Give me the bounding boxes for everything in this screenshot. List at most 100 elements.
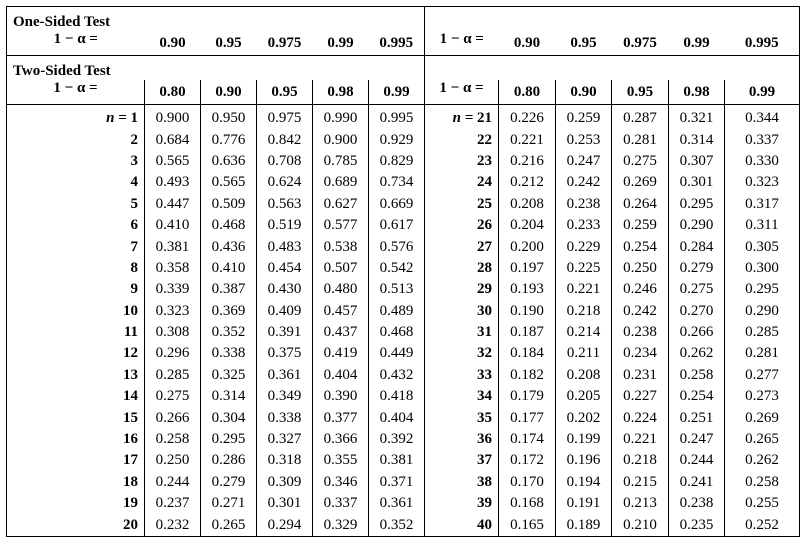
critical-value-cell: 0.252 bbox=[724, 514, 800, 537]
sample-size-value: 35 bbox=[477, 409, 492, 426]
sample-size-cell: 15 bbox=[7, 407, 145, 428]
critical-value-cell: 0.237 bbox=[144, 493, 201, 515]
table-row: 11 0.308 0.352 0.391 0.437 0.468 31 0.187 0.214 0… bbox=[7, 321, 800, 344]
critical-value-cell: 0.468 bbox=[200, 214, 257, 237]
critical-value-cell: 0.200 bbox=[498, 236, 556, 258]
critical-value-cell: 0.950 bbox=[200, 104, 257, 130]
critical-value-cell: 0.311 bbox=[724, 214, 800, 237]
sample-size-value: 27 bbox=[477, 238, 492, 255]
critical-value-cell: 0.301 bbox=[668, 172, 725, 194]
critical-value-cell: 0.215 bbox=[611, 471, 669, 494]
sample-size-cell: 3 bbox=[7, 151, 145, 172]
sample-size-cell: 10 bbox=[7, 301, 145, 322]
critical-value-cell: 0.513 bbox=[368, 279, 425, 301]
one-sided-level-left: 0.995 bbox=[379, 34, 414, 51]
critical-value-cell: 0.366 bbox=[312, 428, 369, 451]
critical-value-cell: 0.483 bbox=[256, 236, 313, 258]
critical-value-cell: 0.165 bbox=[498, 514, 556, 537]
critical-value-cell: 0.304 bbox=[200, 407, 257, 429]
critical-value-cell: 0.232 bbox=[144, 514, 201, 537]
n-prefix: n = bbox=[452, 110, 477, 127]
critical-value-cell: 0.305 bbox=[724, 236, 800, 258]
critical-value-cell: 0.264 bbox=[611, 193, 669, 215]
critical-value-cell: 0.300 bbox=[724, 257, 800, 280]
n-prefix: n = bbox=[106, 110, 131, 127]
table-row: 7 0.381 0.436 0.483 0.538 0.576 27 0.200 0.229 0.… bbox=[7, 236, 800, 258]
sample-size-cell: 40 bbox=[424, 514, 499, 537]
critical-value-cell: 0.281 bbox=[724, 343, 800, 365]
sample-size-value: 13 bbox=[123, 366, 138, 383]
critical-value-cell: 0.266 bbox=[144, 407, 201, 429]
critical-value-cell: 0.238 bbox=[668, 493, 725, 515]
sample-size-value: 20 bbox=[123, 516, 138, 533]
critical-value-cell: 0.294 bbox=[256, 514, 313, 537]
critical-value-cell: 0.235 bbox=[668, 514, 725, 537]
sample-size-cell: 7 bbox=[7, 236, 145, 257]
critical-value-cell: 0.270 bbox=[668, 300, 725, 322]
critical-value-cell: 0.271 bbox=[200, 493, 257, 515]
critical-value-cell: 0.577 bbox=[312, 214, 369, 237]
critical-value-cell: 0.317 bbox=[724, 193, 800, 215]
one-sided-level-right: 0.90 bbox=[513, 34, 541, 51]
critical-value-cell: 0.285 bbox=[724, 321, 800, 344]
table-row: 2 0.684 0.776 0.842 0.900 0.929 22 0.221 0.253 0.… bbox=[7, 129, 800, 151]
critical-value-cell: 0.308 bbox=[144, 321, 201, 344]
two-sided-level-left: 0.95 bbox=[256, 80, 313, 105]
sample-size-value: 28 bbox=[477, 259, 492, 276]
one-sided-label: One-Sided Test bbox=[13, 14, 111, 30]
critical-value-cell: 0.255 bbox=[724, 493, 800, 515]
critical-value-cell: 0.205 bbox=[555, 386, 612, 408]
critical-value-cell: 0.565 bbox=[144, 150, 201, 173]
one-sided-level-right: 0.95 bbox=[570, 34, 597, 51]
critical-value-cell: 0.314 bbox=[668, 129, 725, 151]
critical-value-cell: 0.170 bbox=[498, 471, 556, 494]
critical-value-cell: 0.346 bbox=[312, 471, 369, 494]
critical-value-cell: 0.734 bbox=[368, 172, 425, 194]
critical-value-cell: 0.259 bbox=[555, 104, 612, 130]
critical-value-cell: 0.369 bbox=[200, 300, 257, 322]
sample-size-value: 10 bbox=[123, 302, 138, 319]
critical-value-cell: 0.576 bbox=[368, 236, 425, 258]
sample-size-cell: 37 bbox=[424, 450, 499, 472]
sample-size-value: 23 bbox=[477, 152, 492, 169]
sample-size-cell: 23 bbox=[424, 150, 499, 173]
sample-size-cell: 38 bbox=[424, 471, 499, 494]
critical-value-cell: 0.253 bbox=[555, 129, 612, 151]
sample-size-value: 6 bbox=[130, 217, 139, 234]
sample-size-value: 29 bbox=[477, 281, 492, 298]
table-row: 3 0.565 0.636 0.708 0.785 0.829 23 0.216 0.247 0.… bbox=[7, 150, 800, 173]
critical-value-cell: 0.216 bbox=[498, 150, 556, 173]
critical-value-cell: 0.410 bbox=[144, 214, 201, 237]
critical-value-cell: 0.242 bbox=[611, 300, 669, 322]
table-row: 4 0.493 0.565 0.624 0.689 0.734 24 0.212 0.242 0.… bbox=[7, 172, 800, 194]
two-sided-level-right: 0.90 bbox=[555, 80, 612, 105]
critical-value-cell: 0.339 bbox=[144, 279, 201, 301]
one-sided-alpha-label-right: 1 − α = bbox=[424, 31, 499, 56]
sample-size-cell: 17 bbox=[7, 450, 145, 471]
critical-value-cell: 0.214 bbox=[555, 321, 612, 344]
two-sided-level-left: 0.80 bbox=[144, 80, 201, 105]
critical-value-cell: 0.338 bbox=[200, 343, 257, 365]
critical-value-cell: 0.437 bbox=[312, 321, 369, 344]
sample-size-cell: 35 bbox=[424, 407, 499, 429]
critical-value-cell: 0.390 bbox=[312, 386, 369, 408]
sample-size-value: 18 bbox=[123, 473, 138, 490]
sample-size-value: 34 bbox=[477, 388, 492, 405]
sample-size-value: 3 bbox=[130, 152, 139, 169]
sample-size-cell: 22 bbox=[424, 129, 499, 151]
one-sided-level-left: 0.90 bbox=[159, 34, 186, 51]
one-sided-alpha-label: 1 − α = bbox=[53, 31, 98, 47]
critical-value-cell: 0.419 bbox=[312, 343, 369, 365]
critical-value-cell: 0.265 bbox=[200, 514, 257, 537]
sample-size-value: 14 bbox=[123, 388, 138, 405]
critical-value-cell: 0.391 bbox=[256, 321, 313, 344]
critical-value-cell: 0.210 bbox=[611, 514, 669, 537]
critical-value-cell: 0.221 bbox=[498, 129, 556, 151]
critical-value-cell: 0.233 bbox=[555, 214, 612, 237]
two-sided-level-right: 0.98 bbox=[668, 80, 725, 105]
critical-value-cell: 0.617 bbox=[368, 214, 425, 237]
critical-value-cell: 0.269 bbox=[611, 172, 669, 194]
table-row: 8 0.358 0.410 0.454 0.507 0.542 28 0.197 0.225 0.… bbox=[7, 257, 800, 280]
critical-value-cell: 0.221 bbox=[611, 428, 669, 451]
sample-size-cell: 31 bbox=[424, 321, 499, 344]
